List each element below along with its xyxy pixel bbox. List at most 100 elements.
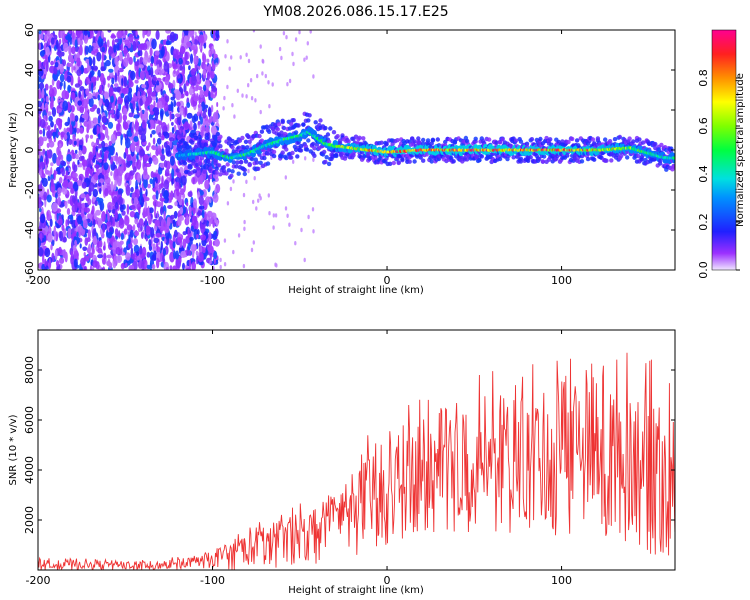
noise-speckle [91, 68, 94, 79]
noise-speckle [133, 55, 136, 63]
colorbar-label: Normalized spectral amplitude [735, 73, 746, 227]
ridge-halo-point [184, 141, 189, 146]
noise-speckle [107, 258, 111, 267]
ridge-halo-point [193, 135, 199, 141]
noise-speckle [130, 205, 136, 210]
noise-speckle [175, 90, 182, 101]
ridge-halo-point [331, 130, 337, 135]
noise-speckle [98, 168, 103, 173]
noise-speckle [158, 120, 163, 126]
ridge-halo-point [637, 137, 642, 142]
ridge-halo-point [236, 171, 241, 176]
noise-speckle [136, 251, 140, 256]
ridge-halo-point [357, 135, 362, 140]
noise-speckle [81, 145, 87, 155]
noise-speckle [154, 208, 156, 219]
noise-speckle [50, 60, 54, 66]
noise-speckle [58, 121, 62, 130]
noise-speckle [123, 228, 128, 235]
ridge-halo-point [615, 152, 620, 158]
noise-speckle [73, 127, 77, 133]
noise-speckle [119, 51, 123, 62]
noise-speckle [41, 168, 44, 176]
noise-speckle [202, 84, 207, 92]
noise-speckle [125, 184, 131, 196]
spectral-ridge-layer [175, 111, 675, 180]
noise-speckle [163, 190, 169, 200]
ridge-halo-point [659, 142, 664, 148]
noise-speckle [150, 120, 155, 129]
noise-speckle [160, 240, 163, 251]
ridge-halo-point [284, 147, 289, 152]
noise-speckle [97, 69, 101, 78]
noise-speckle [188, 250, 191, 256]
noise-speckle [59, 73, 65, 83]
noise-speckle [79, 243, 82, 249]
noise-speckle [67, 216, 70, 226]
noise-speckle [180, 250, 187, 258]
noise-speckle [72, 195, 76, 203]
noise-speckle [57, 196, 61, 206]
noise-speckle [199, 89, 204, 98]
ridge-halo-point [424, 152, 429, 157]
noise-speckle [213, 30, 216, 42]
noise-speckle [41, 88, 45, 98]
ridge-halo-point [245, 145, 250, 150]
noise-speckle [107, 83, 110, 88]
noise-speckle [120, 93, 125, 99]
noise-speckle [122, 107, 128, 116]
noise-speckle [128, 81, 134, 88]
noise-speckle [168, 137, 175, 142]
noise-speckle [114, 154, 119, 162]
noise-speckle [39, 119, 46, 128]
noise-speckle [50, 178, 54, 187]
y-tick-label: 8000 [23, 356, 36, 384]
ridge-halo-point [289, 121, 294, 127]
noise-speckle [96, 155, 99, 162]
noise-speckle [133, 244, 140, 254]
noise-speckle [166, 266, 169, 270]
noise-speckle [245, 94, 248, 99]
noise-speckle [39, 82, 45, 91]
noise-speckle [50, 162, 54, 167]
noise-speckle [176, 171, 182, 179]
noise-speckle [252, 30, 256, 33]
ridge-halo-point [212, 142, 217, 148]
noise-speckle [47, 111, 52, 116]
noise-speckle [253, 176, 256, 181]
noise-speckle [161, 68, 165, 74]
noise-speckle [172, 219, 176, 228]
noise-speckle [312, 157, 315, 162]
noise-speckle [108, 140, 113, 146]
noise-speckle [123, 121, 129, 131]
noise-speckle [93, 117, 96, 123]
ridge-halo-point [262, 155, 267, 161]
ridge-halo-point [237, 138, 243, 143]
noise-speckle [117, 96, 123, 105]
noise-speckle [115, 201, 119, 210]
noise-speckle [274, 213, 278, 218]
ridge-halo-point [293, 130, 299, 135]
noise-speckle [134, 217, 139, 225]
noise-speckle [298, 30, 301, 35]
noise-speckle [188, 205, 192, 213]
noise-speckle [174, 201, 178, 207]
noise-speckle [167, 205, 173, 209]
noise-speckle [250, 247, 254, 253]
noise-speckle [110, 95, 114, 103]
noise-speckle [71, 120, 76, 127]
noise-speckle [171, 126, 175, 134]
noise-speckle [74, 83, 81, 88]
ridge-halo-point [295, 154, 300, 159]
noise-speckle [294, 37, 298, 42]
noise-speckle [60, 160, 65, 166]
noise-speckle [119, 204, 124, 213]
noise-speckle [210, 94, 216, 99]
noise-speckle [198, 34, 205, 44]
noise-speckle [79, 116, 85, 122]
noise-speckle [73, 140, 77, 146]
noise-speckle [197, 210, 202, 217]
noise-speckle [179, 46, 186, 55]
noise-speckle [167, 82, 174, 90]
noise-speckle [291, 51, 294, 57]
